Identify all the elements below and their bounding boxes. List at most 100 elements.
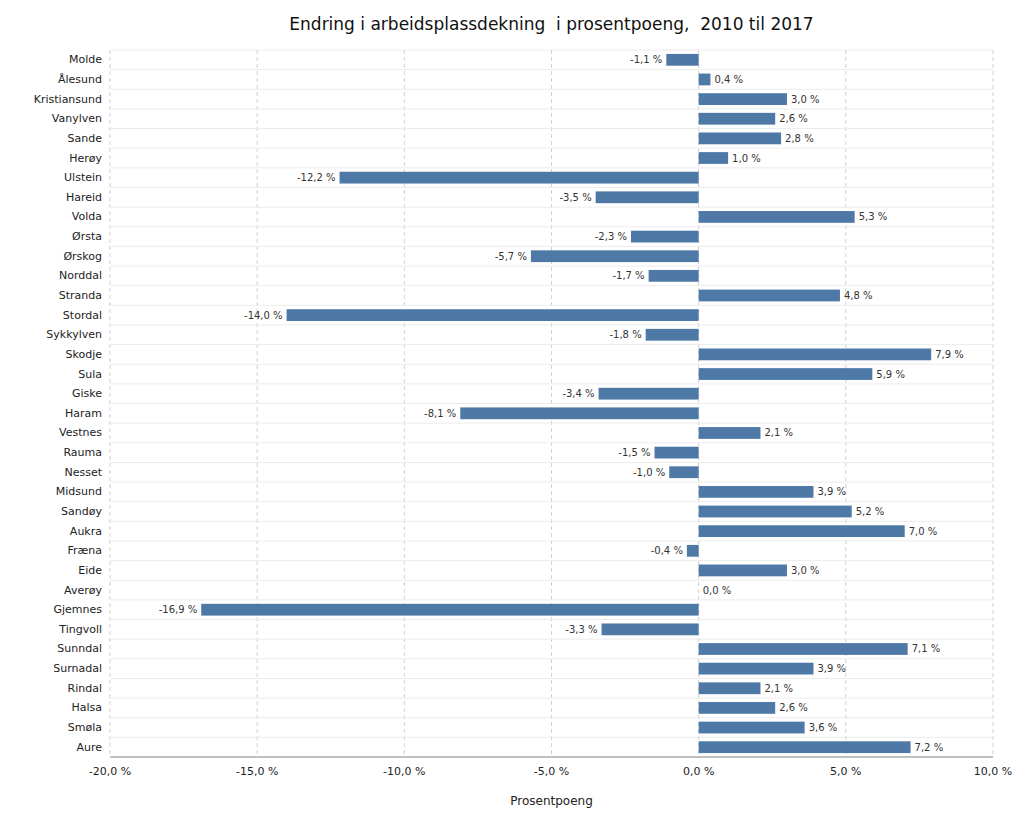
bars: [201, 54, 931, 753]
row-separator: [110, 383, 993, 384]
category-label: Vanylven: [52, 112, 102, 125]
data-label: 0,0 %: [703, 585, 732, 596]
row-separator: [110, 442, 993, 443]
data-label: -2,3 %: [595, 231, 627, 242]
category-label: Nesset: [64, 466, 102, 479]
tick-label: 5,0 %: [830, 765, 861, 778]
category-label: Kristiansund: [34, 93, 102, 106]
category-label: Averøy: [64, 584, 102, 597]
category-label: Ørskog: [63, 250, 102, 263]
bar: [649, 270, 699, 282]
row-separator: [110, 639, 993, 640]
row-separator: [110, 305, 993, 306]
row-separator: [110, 658, 993, 659]
bar: [699, 663, 814, 675]
tick-label: -15,0 %: [236, 765, 278, 778]
bar: [340, 172, 699, 184]
category-label: Molde: [69, 53, 102, 66]
data-label: 4,8 %: [844, 290, 873, 301]
category-label: Smøla: [68, 721, 102, 734]
bar: [699, 643, 908, 655]
bar: [687, 545, 699, 557]
data-label: 3,9 %: [817, 486, 846, 497]
tick-label: 0,0 %: [683, 765, 714, 778]
data-label: 2,6 %: [779, 113, 808, 124]
grid: [110, 50, 993, 757]
data-label: 7,9 %: [935, 349, 964, 360]
bar: [699, 682, 761, 694]
bar: [699, 290, 840, 302]
tick-label: -20,0 %: [89, 765, 131, 778]
category-label: Volda: [72, 210, 102, 223]
data-label: 5,3 %: [859, 211, 888, 222]
data-label: 2,6 %: [779, 702, 808, 713]
data-label: 2,1 %: [764, 683, 793, 694]
data-label: 3,6 %: [809, 722, 838, 733]
category-label: Halsa: [71, 701, 102, 714]
category-label: Hareid: [66, 191, 102, 204]
data-label: 5,9 %: [876, 369, 905, 380]
category-label: Stranda: [59, 289, 102, 302]
bar: [699, 427, 761, 439]
category-label: Sula: [78, 368, 102, 381]
bar: [699, 74, 711, 86]
data-label: 7,1 %: [912, 643, 941, 654]
category-label: Gjemnes: [53, 603, 102, 616]
row-separator: [110, 226, 993, 227]
category-label: Ulstein: [64, 171, 102, 184]
row-separator: [110, 246, 993, 247]
bar: [699, 525, 905, 537]
bar: [699, 211, 855, 223]
bar: [699, 113, 776, 125]
category-label: Surnadal: [53, 662, 102, 675]
bar: [699, 565, 787, 577]
data-label: 3,0 %: [791, 565, 820, 576]
category-label: Sunndal: [57, 642, 102, 655]
data-label: -1,1 %: [630, 54, 662, 65]
bar: [699, 349, 932, 361]
bar: [699, 486, 814, 498]
row-separator: [110, 423, 993, 424]
data-label: -1,8 %: [609, 329, 641, 340]
row-separator: [110, 167, 993, 168]
data-label: -5,7 %: [495, 251, 527, 262]
bar: [531, 250, 699, 262]
row-separator: [110, 148, 993, 149]
bar: [698, 584, 699, 596]
row-separator: [110, 560, 993, 561]
data-label: -3,5 %: [559, 192, 591, 203]
row-separator: [110, 324, 993, 325]
row-separator: [110, 344, 993, 345]
data-label: -8,1 %: [424, 408, 456, 419]
x-label: Prosentpoeng: [510, 794, 593, 808]
row-separator: [110, 285, 993, 286]
bar: [699, 702, 776, 714]
row-separator: [110, 737, 993, 738]
category-label: Ørsta: [72, 230, 102, 243]
bar: [699, 368, 873, 380]
category-label: Tingvoll: [58, 623, 102, 636]
tick-label: 10,0 %: [974, 765, 1012, 778]
data-label: -3,3 %: [565, 624, 597, 635]
data-label: 7,0 %: [909, 526, 938, 537]
row-separator: [110, 678, 993, 679]
bar: [699, 132, 781, 144]
bar: [699, 152, 728, 164]
category-label: Fræna: [67, 544, 102, 557]
category-label: Skodje: [66, 348, 103, 361]
row-separator: [110, 207, 993, 208]
bar: [699, 722, 805, 734]
row-separator: [110, 521, 993, 522]
data-label: -12,2 %: [297, 172, 336, 183]
data-label: -1,0 %: [633, 467, 665, 478]
category-label: Ålesund: [58, 73, 102, 86]
bar: [631, 231, 699, 243]
row-separator: [110, 482, 993, 483]
row-separator: [110, 364, 993, 365]
row-separator: [110, 698, 993, 699]
bar: [287, 309, 699, 321]
bar: [460, 407, 698, 419]
category-label: Aukra: [70, 525, 102, 538]
category-label: Herøy: [69, 152, 102, 165]
row-separator: [110, 462, 993, 463]
